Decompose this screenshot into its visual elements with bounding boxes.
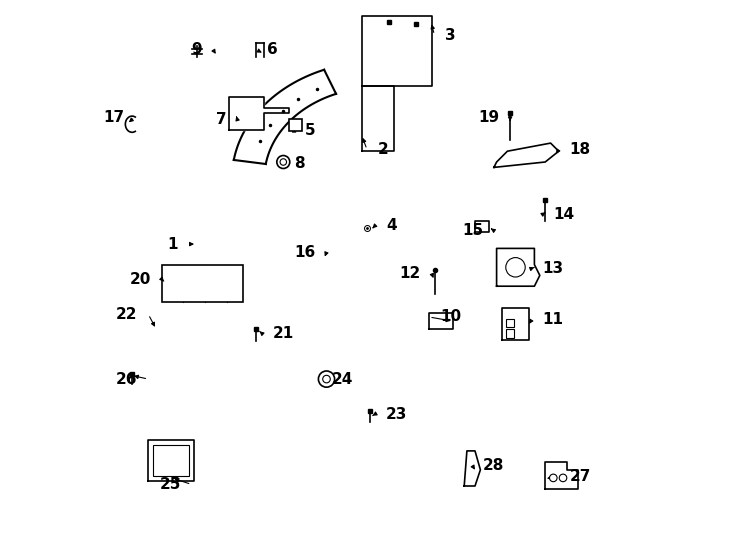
Text: 27: 27 bbox=[570, 469, 591, 484]
Polygon shape bbox=[229, 97, 288, 130]
Text: 3: 3 bbox=[446, 28, 456, 43]
Text: 1: 1 bbox=[167, 237, 178, 252]
Text: 10: 10 bbox=[440, 309, 461, 325]
Text: 13: 13 bbox=[542, 261, 564, 276]
Polygon shape bbox=[234, 70, 336, 164]
Text: 15: 15 bbox=[462, 223, 483, 238]
Text: 21: 21 bbox=[272, 326, 294, 341]
Polygon shape bbox=[464, 451, 480, 486]
Circle shape bbox=[506, 258, 526, 277]
Polygon shape bbox=[494, 143, 559, 167]
Text: 8: 8 bbox=[294, 156, 305, 171]
Text: 24: 24 bbox=[332, 372, 353, 387]
Text: 17: 17 bbox=[103, 110, 124, 125]
Bar bbox=[288, 119, 302, 131]
Text: 20: 20 bbox=[130, 272, 151, 287]
Polygon shape bbox=[362, 16, 432, 86]
Text: 9: 9 bbox=[192, 42, 203, 57]
Polygon shape bbox=[545, 462, 578, 489]
Text: 6: 6 bbox=[267, 42, 278, 57]
Text: 2: 2 bbox=[378, 142, 388, 157]
Text: 23: 23 bbox=[386, 407, 407, 422]
Text: 18: 18 bbox=[570, 142, 591, 157]
Text: 5: 5 bbox=[305, 123, 316, 138]
FancyBboxPatch shape bbox=[161, 265, 243, 302]
Circle shape bbox=[280, 159, 286, 165]
Text: 19: 19 bbox=[478, 110, 499, 125]
Circle shape bbox=[277, 156, 290, 168]
Polygon shape bbox=[148, 440, 195, 481]
Text: 28: 28 bbox=[483, 458, 504, 473]
Polygon shape bbox=[475, 221, 489, 232]
Polygon shape bbox=[502, 308, 529, 340]
Text: 25: 25 bbox=[159, 477, 181, 492]
Circle shape bbox=[550, 474, 557, 482]
Text: 12: 12 bbox=[400, 266, 421, 281]
Bar bbox=[506, 319, 515, 327]
Text: 14: 14 bbox=[553, 207, 575, 222]
Text: 7: 7 bbox=[216, 112, 227, 127]
Text: 22: 22 bbox=[116, 307, 137, 322]
Polygon shape bbox=[497, 248, 539, 286]
Bar bbox=[153, 445, 189, 476]
Text: 26: 26 bbox=[116, 372, 137, 387]
Circle shape bbox=[319, 371, 335, 387]
Text: 16: 16 bbox=[294, 245, 316, 260]
Circle shape bbox=[559, 474, 567, 482]
Polygon shape bbox=[362, 86, 394, 151]
Polygon shape bbox=[429, 313, 454, 329]
Bar bbox=[506, 329, 515, 338]
Circle shape bbox=[323, 375, 330, 383]
Text: 11: 11 bbox=[542, 312, 564, 327]
Text: 4: 4 bbox=[386, 218, 396, 233]
